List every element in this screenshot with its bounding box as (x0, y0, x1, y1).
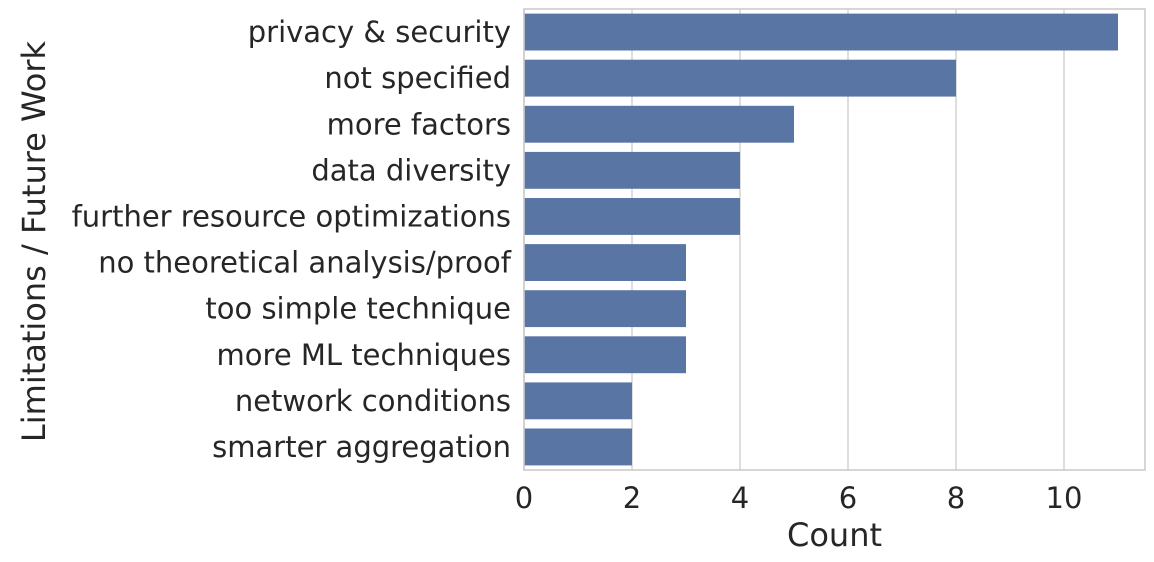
x-tick-label: 4 (731, 481, 749, 515)
y-tick-label: network conditions (235, 384, 511, 418)
plot-frame (523, 8, 1146, 471)
bar (524, 428, 632, 466)
y-tick-label: more ML techniques (217, 338, 511, 372)
x-tick-label: 10 (1046, 481, 1083, 515)
y-tick-label: not specified (324, 61, 511, 95)
x-tick-labels: 0 2 4 6 8 10 (515, 481, 1083, 515)
y-tick-label: further resource optimizations (72, 199, 511, 233)
bar (524, 105, 794, 143)
y-axis-title: Limitations / Future Work (15, 40, 53, 442)
x-tick-label: 0 (515, 481, 533, 515)
x-tick-label: 2 (623, 481, 641, 515)
x-axis-title: Count (787, 516, 882, 554)
y-tick-labels: privacy & security not specified more fact… (72, 15, 512, 464)
bar (524, 151, 740, 189)
bar (524, 336, 686, 374)
bars (524, 13, 1118, 466)
bar (524, 244, 686, 281)
bar (524, 198, 740, 235)
bar (524, 59, 956, 97)
y-tick-label: too simple technique (205, 292, 511, 326)
x-tick-label: 8 (947, 481, 965, 515)
y-tick-label: no theoretical analysis/proof (98, 246, 512, 280)
y-tick-label: more factors (327, 107, 511, 141)
y-tick-label: data diversity (311, 153, 511, 187)
y-tick-label: smarter aggregation (212, 430, 511, 464)
bar (524, 382, 632, 420)
y-tick-label: privacy & security (248, 15, 511, 49)
bar (524, 13, 1118, 51)
bar (524, 290, 686, 328)
x-tick-label: 6 (839, 481, 857, 515)
